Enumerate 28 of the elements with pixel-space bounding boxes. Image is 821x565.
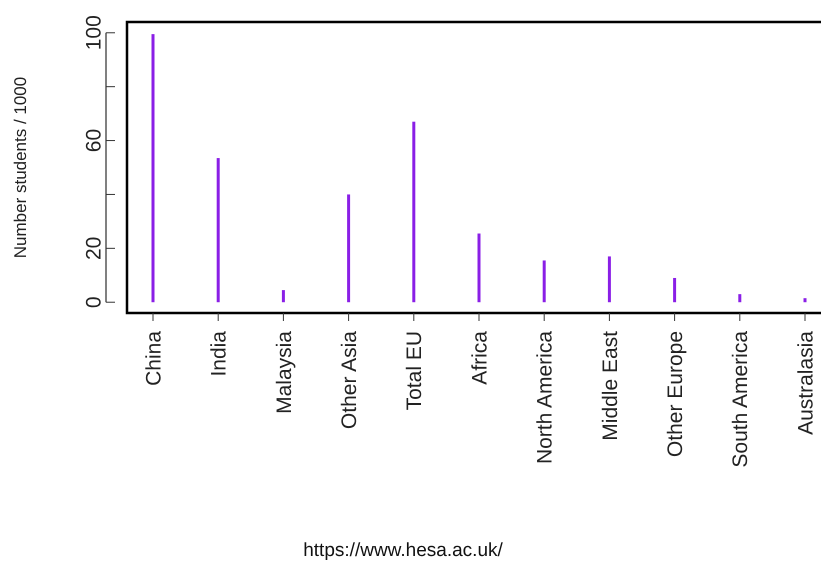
bar [608, 256, 611, 302]
bar [216, 158, 220, 302]
bar [152, 34, 154, 302]
bar [673, 278, 676, 302]
bar [282, 290, 285, 302]
x-tick-label: Africa [468, 330, 492, 385]
bar [347, 194, 350, 302]
bar [804, 298, 806, 302]
y-tick-label: 0 [82, 296, 106, 308]
x-tick-label: India [208, 330, 231, 377]
x-tick-label: Australasia [794, 330, 818, 435]
bar [412, 122, 416, 302]
x-tick-label: Total EU [403, 331, 426, 410]
y-tick-label: 20 [82, 236, 106, 260]
x-tick-label: South America [729, 330, 752, 468]
x-tick-label: Malaysia [272, 330, 296, 414]
y-tick-label: 60 [82, 128, 106, 152]
y-axis-title: Number students / 1000 [11, 76, 30, 258]
x-tick-label: Other Asia [338, 330, 361, 430]
bar [542, 260, 546, 302]
x-tick-label: North America [534, 330, 557, 464]
bar [738, 294, 742, 302]
x-tick-label: China [142, 330, 166, 386]
x-tick-label: Other Europe [664, 331, 687, 458]
bar [478, 234, 480, 302]
y-tick-label: 100 [82, 15, 106, 50]
x-tick-label: Middle East [598, 330, 622, 441]
text: https://www.hesa.ac.uk/ [303, 540, 504, 561]
